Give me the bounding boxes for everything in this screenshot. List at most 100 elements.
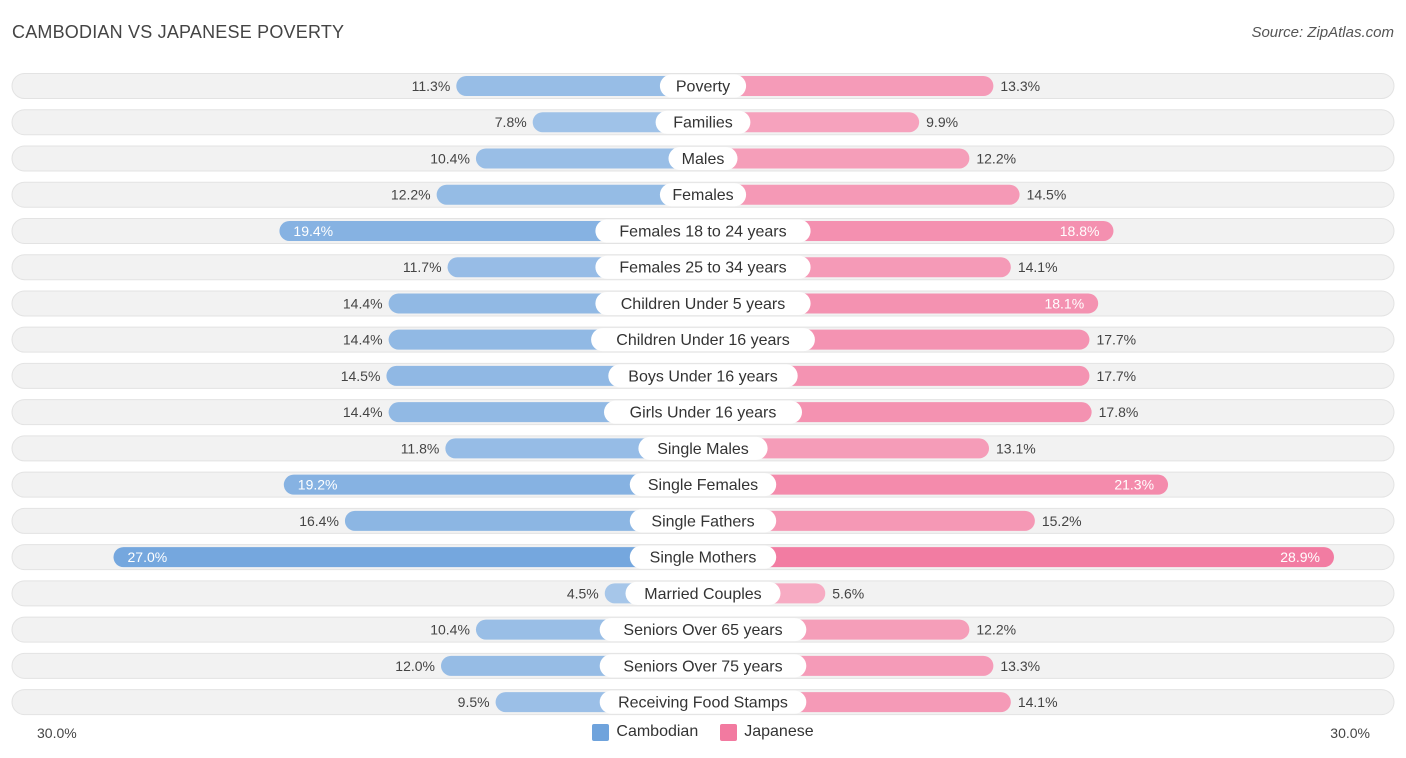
category-pill	[591, 328, 815, 352]
category-pill	[668, 146, 738, 170]
value-label-japanese: 14.1%	[1018, 694, 1058, 710]
value-label-japanese: 21.3%	[1114, 477, 1154, 493]
value-label-cambodian: 14.4%	[343, 404, 383, 420]
chart-title: CAMBODIAN VS JAPANESE POVERTY	[12, 22, 345, 42]
legend-item-cambodian[interactable]: Cambodian	[592, 723, 698, 741]
category-pill	[608, 364, 798, 388]
category-label: Seniors Over 75 years	[623, 658, 782, 675]
category-label: Families	[673, 115, 733, 132]
bar-japanese	[703, 510, 1035, 531]
bar-cambodian	[344, 510, 703, 531]
bar-cambodian	[436, 184, 703, 205]
bar-cambodian	[283, 474, 703, 495]
value-label-japanese: 17.8%	[1099, 404, 1139, 420]
value-label-japanese: 13.3%	[1000, 78, 1040, 94]
value-label-japanese: 13.3%	[1000, 658, 1040, 674]
value-label-cambodian: 11.8%	[401, 440, 440, 456]
category-label: Children Under 5 years	[621, 296, 786, 313]
value-label-japanese: 17.7%	[1096, 332, 1136, 348]
category-label: Females 25 to 34 years	[619, 260, 786, 277]
bar-cambodian	[113, 547, 703, 568]
legend-swatch-cambodian	[592, 723, 610, 741]
bar-japanese	[703, 76, 994, 96]
category-label: Receiving Food Stamps	[618, 695, 788, 712]
value-label-japanese: 18.8%	[1060, 223, 1100, 239]
bar-japanese	[703, 148, 970, 169]
category-label: Single Mothers	[650, 550, 757, 567]
category-pill	[659, 183, 747, 207]
category-pill	[599, 618, 807, 642]
value-label-cambodian: 14.5%	[341, 368, 381, 384]
category-label: Males	[682, 151, 725, 168]
category-label: Children Under 16 years	[616, 332, 789, 349]
value-label-cambodian: 27.0%	[128, 549, 168, 565]
category-pill	[599, 690, 807, 714]
category-pill	[595, 291, 811, 315]
category-label: Married Couples	[644, 586, 761, 603]
category-label: Females 18 to 24 years	[619, 223, 786, 240]
value-label-cambodian: 11.7%	[403, 259, 442, 275]
axis-right-label: 30.0%	[1330, 725, 1370, 741]
category-pill	[625, 581, 781, 605]
value-label-cambodian: 12.0%	[395, 658, 435, 674]
value-label-cambodian: 10.4%	[430, 622, 470, 638]
bar-japanese	[703, 365, 1090, 386]
value-label-japanese: 9.9%	[926, 114, 958, 130]
value-label-cambodian: 14.4%	[343, 332, 383, 348]
category-label: Boys Under 16 years	[628, 368, 777, 385]
category-label: Seniors Over 65 years	[623, 622, 782, 639]
category-pill	[629, 509, 777, 533]
category-label: Poverty	[676, 79, 730, 96]
category-pill	[595, 219, 811, 243]
value-label-japanese: 5.6%	[832, 585, 864, 601]
value-label-cambodian: 12.2%	[391, 187, 431, 203]
bar-cambodian	[445, 438, 703, 459]
bar-japanese	[703, 184, 1020, 205]
value-label-japanese: 15.2%	[1042, 513, 1082, 529]
axis-left-label: 30.0%	[37, 725, 77, 741]
value-label-japanese: 12.2%	[976, 622, 1016, 638]
bar-cambodian	[456, 76, 703, 96]
value-label-japanese: 18.1%	[1044, 295, 1084, 311]
category-pill	[604, 400, 802, 424]
category-pill	[595, 255, 811, 279]
value-label-cambodian: 10.4%	[430, 150, 470, 166]
bar-cambodian	[475, 148, 703, 169]
value-label-japanese: 14.5%	[1027, 187, 1067, 203]
category-pill	[629, 473, 777, 497]
value-label-cambodian: 7.8%	[495, 114, 527, 130]
category-pill	[599, 654, 807, 678]
bar-japanese	[703, 474, 1169, 495]
value-label-cambodian: 19.2%	[298, 477, 338, 493]
category-pill	[659, 74, 747, 98]
bar-japanese	[703, 547, 1334, 568]
value-label-cambodian: 11.3%	[412, 78, 451, 94]
category-label: Single Fathers	[651, 513, 754, 530]
value-label-cambodian: 14.4%	[343, 295, 383, 311]
value-label-japanese: 13.1%	[996, 440, 1036, 456]
legend-item-japanese[interactable]: Japanese	[720, 723, 814, 741]
value-label-cambodian: 4.5%	[567, 585, 599, 601]
value-label-cambodian: 9.5%	[458, 694, 490, 710]
value-label-cambodian: 19.4%	[293, 223, 333, 239]
category-label: Single Males	[657, 441, 749, 458]
value-label-japanese: 14.1%	[1018, 259, 1058, 275]
category-pill	[655, 110, 751, 134]
category-label: Females	[672, 187, 733, 204]
category-pill	[629, 545, 777, 569]
category-label: Single Females	[648, 477, 758, 494]
value-label-cambodian: 16.4%	[299, 513, 339, 529]
value-label-japanese: 28.9%	[1280, 549, 1320, 565]
category-pill	[638, 436, 768, 460]
legend-label-cambodian: Cambodian	[616, 723, 699, 740]
value-label-japanese: 17.7%	[1096, 368, 1136, 384]
legend-label-japanese: Japanese	[744, 723, 814, 740]
category-label: Girls Under 16 years	[630, 405, 777, 422]
legend-swatch-japanese	[720, 723, 738, 741]
source-label: Source: ZipAtlas.com	[1251, 24, 1394, 41]
bar-japanese	[703, 112, 920, 133]
bar-japanese	[703, 438, 990, 459]
value-label-japanese: 12.2%	[976, 150, 1016, 166]
legend: Cambodian Japanese	[0, 723, 1406, 741]
